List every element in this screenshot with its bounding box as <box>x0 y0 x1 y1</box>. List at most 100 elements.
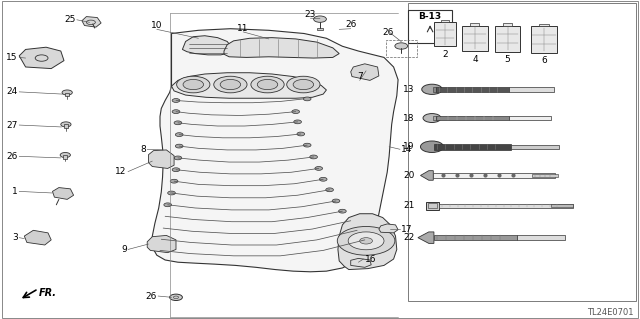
Text: 26: 26 <box>6 152 18 161</box>
Text: 4: 4 <box>472 55 477 63</box>
Circle shape <box>292 110 300 114</box>
Circle shape <box>339 209 346 213</box>
Bar <box>495 26 520 52</box>
Text: TL24E0701: TL24E0701 <box>587 308 634 317</box>
Text: 18: 18 <box>403 114 415 122</box>
Bar <box>434 144 511 150</box>
Text: 1: 1 <box>12 187 18 196</box>
Polygon shape <box>379 224 398 233</box>
Text: 26: 26 <box>145 292 157 300</box>
Text: 21: 21 <box>403 201 415 210</box>
Bar <box>511 145 559 149</box>
Bar <box>509 87 554 92</box>
Circle shape <box>251 76 284 93</box>
Circle shape <box>62 90 72 95</box>
Bar <box>470 23 479 26</box>
Circle shape <box>220 79 241 90</box>
Polygon shape <box>224 38 339 58</box>
Circle shape <box>168 191 175 195</box>
Circle shape <box>423 114 441 122</box>
Text: 23: 23 <box>305 10 316 19</box>
Circle shape <box>170 179 178 183</box>
Bar <box>551 204 573 207</box>
Text: 5: 5 <box>505 55 510 64</box>
Circle shape <box>294 120 301 124</box>
Circle shape <box>60 152 70 158</box>
Circle shape <box>310 155 317 159</box>
Text: B-13: B-13 <box>419 12 442 21</box>
Bar <box>433 87 436 92</box>
Circle shape <box>175 144 183 148</box>
Circle shape <box>177 76 210 93</box>
Text: 12: 12 <box>115 167 127 176</box>
Circle shape <box>174 156 182 160</box>
Circle shape <box>348 232 384 250</box>
Text: 2: 2 <box>442 50 447 59</box>
Polygon shape <box>338 214 397 270</box>
Bar <box>434 22 456 46</box>
Circle shape <box>172 168 180 172</box>
Polygon shape <box>182 36 232 55</box>
Circle shape <box>174 121 182 125</box>
Text: FR.: FR. <box>38 288 56 298</box>
Circle shape <box>257 79 278 90</box>
Bar <box>426 202 439 210</box>
Circle shape <box>420 141 444 152</box>
Text: 6: 6 <box>541 56 547 65</box>
Text: 9: 9 <box>121 245 127 254</box>
Text: 24: 24 <box>6 87 18 96</box>
Circle shape <box>172 110 180 114</box>
Bar <box>433 173 555 178</box>
Circle shape <box>395 43 408 49</box>
Text: 20: 20 <box>403 171 415 180</box>
Bar <box>65 93 69 96</box>
Text: 13: 13 <box>403 85 415 94</box>
Text: 17: 17 <box>401 225 413 234</box>
Bar <box>433 116 436 120</box>
Text: 27: 27 <box>6 121 18 130</box>
Bar <box>531 26 557 53</box>
Text: 26: 26 <box>383 28 394 37</box>
Polygon shape <box>147 235 176 253</box>
Text: 19: 19 <box>403 142 415 151</box>
Circle shape <box>422 84 442 94</box>
Polygon shape <box>19 47 64 69</box>
Text: 26: 26 <box>345 20 356 29</box>
Circle shape <box>315 167 323 170</box>
Circle shape <box>293 79 314 90</box>
Circle shape <box>326 188 333 192</box>
Bar <box>408 10 452 43</box>
Bar <box>509 116 551 120</box>
Text: 16: 16 <box>365 255 376 263</box>
Bar <box>386 40 417 57</box>
Text: 8: 8 <box>140 145 146 154</box>
Circle shape <box>172 99 180 102</box>
Text: 22: 22 <box>403 233 415 242</box>
Bar <box>408 3 636 301</box>
Bar <box>436 116 509 120</box>
Circle shape <box>303 97 311 101</box>
Circle shape <box>183 79 204 90</box>
Circle shape <box>303 143 311 147</box>
Circle shape <box>361 238 369 242</box>
Text: 25: 25 <box>64 15 76 24</box>
Bar <box>503 23 512 26</box>
Bar <box>63 155 67 159</box>
Circle shape <box>337 226 395 255</box>
Bar <box>517 235 565 240</box>
Polygon shape <box>172 73 326 98</box>
Polygon shape <box>418 232 434 243</box>
Circle shape <box>297 132 305 136</box>
Circle shape <box>347 219 355 223</box>
Bar <box>436 87 509 92</box>
Circle shape <box>164 203 172 207</box>
Circle shape <box>332 199 340 203</box>
Text: 3: 3 <box>12 233 18 242</box>
Bar <box>532 174 558 177</box>
Circle shape <box>319 177 327 181</box>
Bar <box>462 26 488 51</box>
Bar <box>439 204 573 208</box>
Text: 15: 15 <box>6 53 18 62</box>
Bar <box>64 124 68 128</box>
Circle shape <box>314 16 326 22</box>
